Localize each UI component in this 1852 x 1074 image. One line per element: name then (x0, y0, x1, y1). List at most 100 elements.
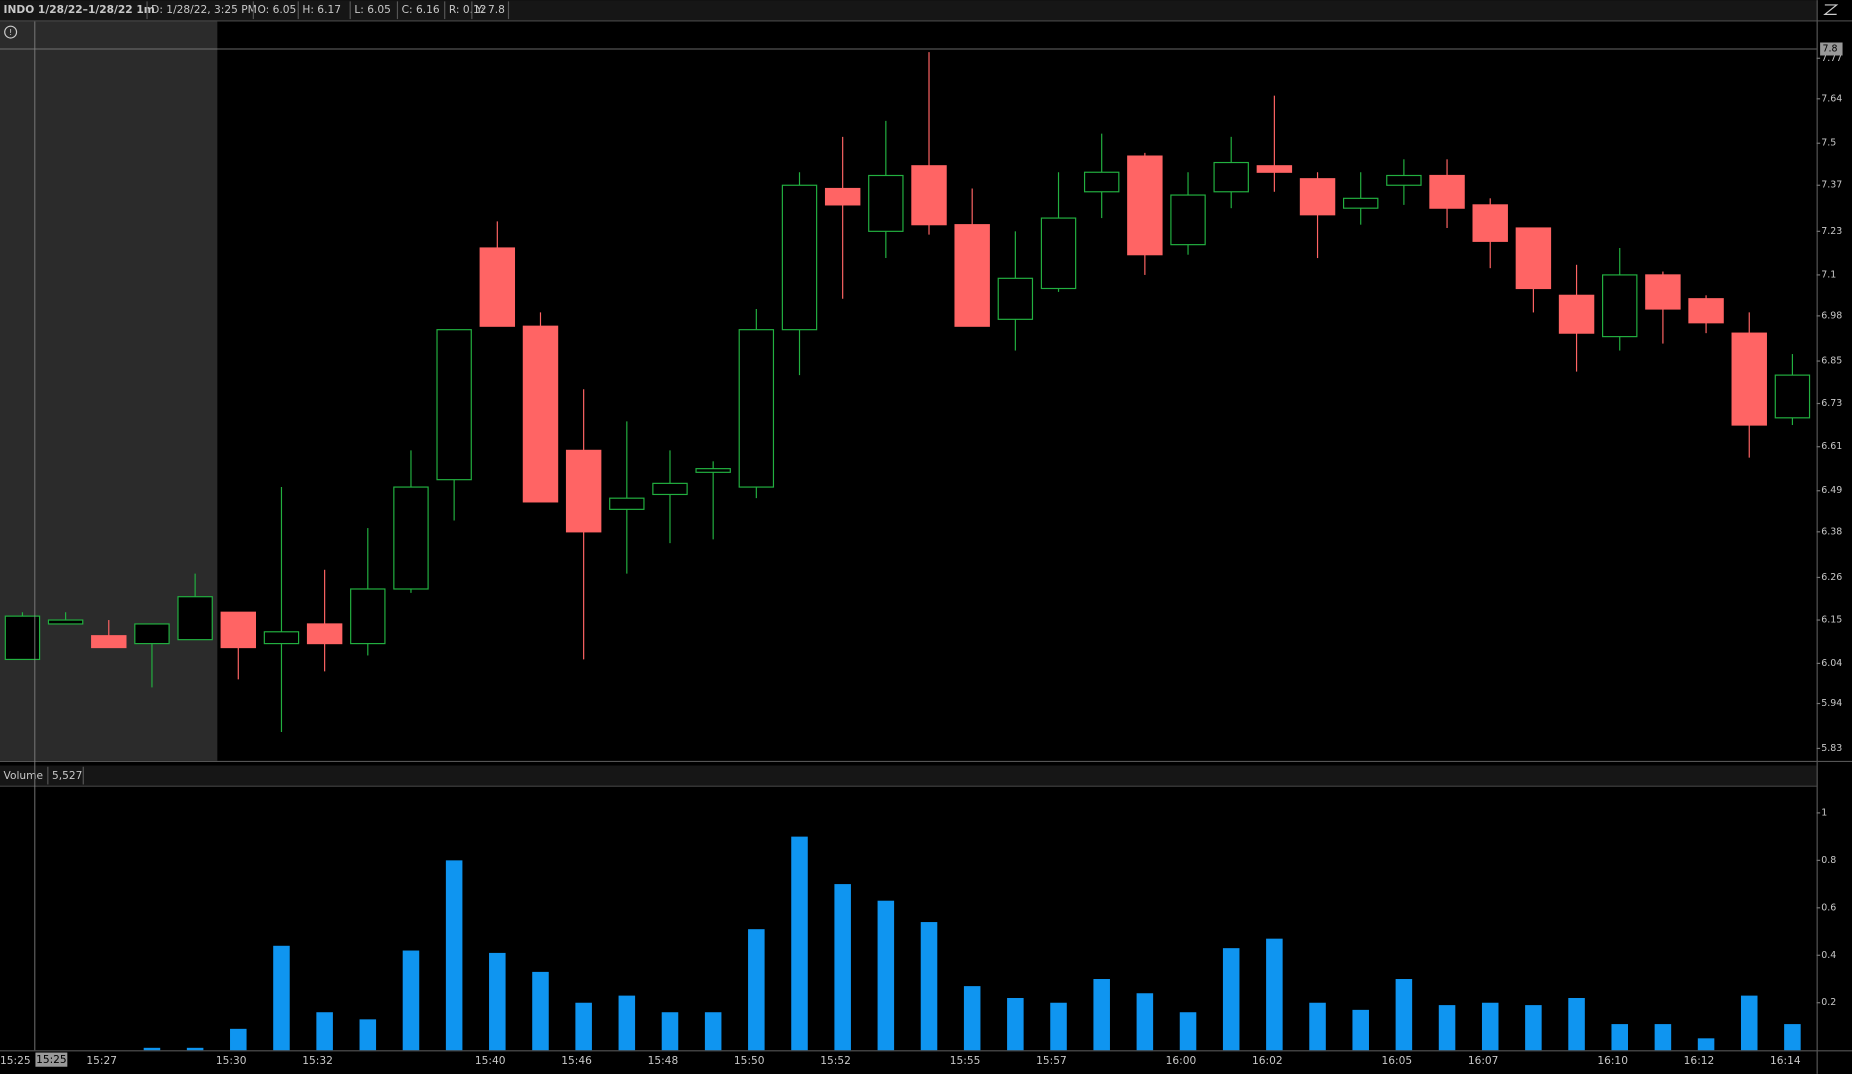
candle-body (1645, 274, 1681, 310)
x-tick-label: 16:07 (1468, 1054, 1499, 1067)
volume-bar (1697, 1038, 1715, 1051)
y-tick-label: 0.4 (1821, 950, 1836, 961)
candle-body (954, 224, 990, 327)
volume-bar (230, 1028, 247, 1051)
candle-body (652, 482, 688, 496)
candle-body (1213, 161, 1249, 193)
candle-body (1688, 298, 1724, 324)
crosshair-x-label: 15:25 (36, 1053, 67, 1066)
candle-body (868, 174, 904, 232)
candle-body (997, 277, 1034, 320)
volume-readout: 5,527 (52, 769, 82, 782)
x-tick-label: 15:46 (561, 1054, 592, 1067)
candle-body (220, 611, 257, 649)
y-tick-label: 6.49 (1821, 485, 1842, 496)
x-tick-label: 15:30 (216, 1054, 247, 1067)
volume-bar (704, 1012, 722, 1051)
volume-bar (402, 950, 420, 1051)
x-tick-label: 16:00 (1166, 1054, 1197, 1067)
y-tick-label: 6.73 (1821, 398, 1842, 409)
volume-bar (1309, 1002, 1326, 1051)
volume-bar (920, 922, 938, 1051)
volume-bar (834, 884, 851, 1051)
candle-body (738, 329, 775, 488)
header-field: O: 6.05 (257, 3, 296, 16)
candle-body (911, 165, 947, 226)
x-tick-label: 15:50 (734, 1054, 765, 1067)
y-tick-label: 6.85 (1821, 356, 1842, 367)
volume-bar (143, 1047, 161, 1051)
candle-body (1386, 174, 1422, 186)
volume-bar (1266, 938, 1283, 1051)
volume-header (0, 765, 1817, 786)
info-icon[interactable] (4, 25, 18, 39)
candle-body (1127, 155, 1163, 256)
candle-body (1299, 178, 1336, 216)
header-field: C: 6.16 (402, 3, 440, 16)
candle-body (824, 187, 861, 206)
candle-body (350, 588, 386, 645)
volume-bar (273, 945, 290, 1051)
candle-body (781, 184, 818, 331)
volume-bar (1438, 1005, 1456, 1051)
y-tick-label: 5.94 (1821, 698, 1842, 709)
header-field: D: 1/28/22, 3:25 PM (151, 3, 257, 16)
header-title: INDO 1/28/22–1/28/22 1m (4, 3, 155, 16)
collapse-icon[interactable] (1823, 4, 1839, 15)
y-tick-label: 1 (1821, 807, 1827, 818)
volume-bar (1395, 979, 1413, 1051)
volume-bar (1525, 1005, 1542, 1051)
y-tick-label: 0.2 (1821, 997, 1836, 1008)
volume-bar (489, 952, 506, 1051)
candle-body (695, 468, 731, 473)
x-tick-label: 16:02 (1252, 1054, 1283, 1067)
candle-body (1256, 165, 1293, 173)
volume-bar (1784, 1024, 1801, 1051)
y-tick-label: 7.77 (1821, 53, 1842, 64)
y-tick-label: 6.04 (1821, 658, 1842, 669)
y-tick-label: 6.98 (1821, 310, 1842, 321)
volume-bar (618, 995, 636, 1051)
candle-body (4, 615, 41, 661)
x-tick-label: 15:55 (950, 1054, 981, 1067)
volume-bar (1568, 997, 1585, 1051)
y-tick-label: 7.37 (1821, 180, 1842, 191)
volume-bar (963, 986, 981, 1051)
y-tick-label: 7.23 (1821, 226, 1842, 237)
crosshair-x-box (35, 1052, 68, 1067)
candle-body (436, 329, 472, 481)
volume-bar (316, 1012, 333, 1051)
candle-body (479, 247, 516, 327)
volume-bar (1481, 1002, 1499, 1051)
candle-body (177, 596, 213, 641)
candle-body (393, 486, 429, 590)
y-tick-label: 0.6 (1821, 902, 1836, 913)
x-tick-label: 15:52 (820, 1054, 851, 1067)
candle-body (47, 619, 84, 625)
volume-title: Volume (4, 769, 44, 782)
y-tick-label: 0.8 (1821, 855, 1836, 866)
x-tick-label: 16:14 (1770, 1054, 1801, 1067)
x-tick-label: 15:57 (1036, 1054, 1067, 1067)
candle-body (565, 449, 602, 533)
y-tick-label: 5.83 (1821, 743, 1842, 754)
header-bar (0, 0, 1817, 21)
x-tick-label: 15:25 (0, 1054, 31, 1067)
volume-bar (1007, 997, 1024, 1051)
info-icon-glyph[interactable]: ! (9, 27, 12, 37)
candle-body (1515, 227, 1552, 290)
y-tick-label: 7.64 (1821, 93, 1842, 104)
volume-bar (1050, 1002, 1067, 1051)
x-tick-label: 16:10 (1597, 1054, 1628, 1067)
crosshair-y-box (1820, 42, 1843, 56)
candle-body (91, 635, 127, 649)
crosshair-y-label: 7.8 (1822, 44, 1837, 55)
volume-bar (791, 836, 808, 1051)
volume-bar (1352, 1009, 1369, 1051)
volume-bar (575, 1002, 592, 1051)
candle-body (1040, 217, 1077, 290)
candle-body (1558, 294, 1595, 334)
volume-bar (445, 860, 463, 1051)
